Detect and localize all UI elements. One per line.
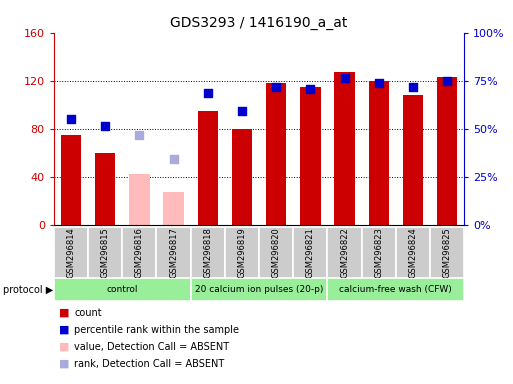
Text: GSM296820: GSM296820: [272, 227, 281, 278]
Text: protocol ▶: protocol ▶: [3, 285, 53, 295]
Point: [238, 108, 246, 114]
Point: [67, 116, 75, 122]
Bar: [156, 227, 191, 278]
Text: ■: ■: [59, 308, 69, 318]
Bar: [327, 278, 464, 301]
Point: [101, 123, 109, 129]
Bar: [362, 227, 396, 278]
Bar: [191, 278, 327, 301]
Bar: [327, 227, 362, 278]
Point: [374, 80, 383, 86]
Text: ■: ■: [59, 325, 69, 335]
Text: GSM296815: GSM296815: [101, 227, 110, 278]
Text: GSM296824: GSM296824: [408, 227, 418, 278]
Text: value, Detection Call = ABSENT: value, Detection Call = ABSENT: [74, 342, 229, 352]
Point: [443, 78, 451, 84]
Bar: [368, 81, 389, 225]
Text: count: count: [74, 308, 102, 318]
Point: [204, 89, 212, 96]
Bar: [54, 278, 191, 301]
Bar: [396, 227, 430, 278]
Bar: [403, 95, 423, 225]
Bar: [122, 227, 156, 278]
Title: GDS3293 / 1416190_a_at: GDS3293 / 1416190_a_at: [170, 16, 348, 30]
Text: GSM296818: GSM296818: [203, 227, 212, 278]
Text: rank, Detection Call = ABSENT: rank, Detection Call = ABSENT: [74, 359, 225, 369]
Text: GSM296821: GSM296821: [306, 227, 315, 278]
Bar: [266, 83, 286, 225]
Bar: [61, 135, 81, 225]
Text: GSM296822: GSM296822: [340, 227, 349, 278]
Text: GSM296825: GSM296825: [443, 227, 451, 278]
Point: [409, 84, 417, 90]
Text: ■: ■: [59, 342, 69, 352]
Text: GSM296823: GSM296823: [374, 227, 383, 278]
Text: GSM296819: GSM296819: [238, 227, 246, 278]
Point: [341, 75, 349, 81]
Point: [272, 84, 280, 90]
Bar: [225, 227, 259, 278]
Bar: [334, 72, 355, 225]
Text: 20 calcium ion pulses (20-p): 20 calcium ion pulses (20-p): [195, 285, 323, 295]
Bar: [88, 227, 122, 278]
Text: percentile rank within the sample: percentile rank within the sample: [74, 325, 240, 335]
Point: [169, 156, 177, 162]
Point: [135, 132, 144, 138]
Bar: [232, 129, 252, 225]
Bar: [259, 227, 293, 278]
Bar: [163, 192, 184, 225]
Text: GSM296816: GSM296816: [135, 227, 144, 278]
Text: GSM296817: GSM296817: [169, 227, 178, 278]
Text: control: control: [107, 285, 138, 295]
Text: ■: ■: [59, 359, 69, 369]
Bar: [430, 227, 464, 278]
Text: GSM296814: GSM296814: [67, 227, 75, 278]
Bar: [191, 227, 225, 278]
Bar: [129, 174, 150, 225]
Text: calcium-free wash (CFW): calcium-free wash (CFW): [340, 285, 452, 295]
Bar: [293, 227, 327, 278]
Point: [306, 86, 314, 92]
Bar: [437, 77, 458, 225]
Bar: [54, 227, 88, 278]
Bar: [198, 111, 218, 225]
Bar: [95, 153, 115, 225]
Bar: [300, 87, 321, 225]
